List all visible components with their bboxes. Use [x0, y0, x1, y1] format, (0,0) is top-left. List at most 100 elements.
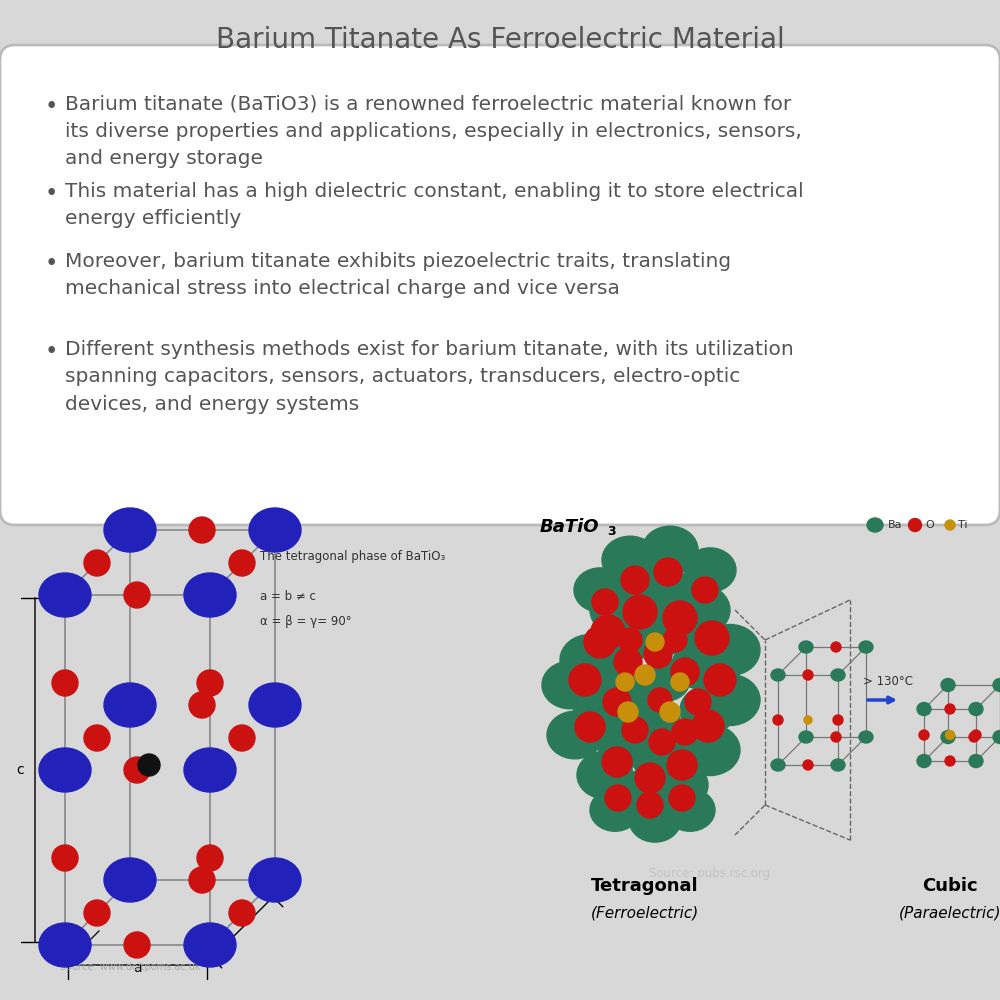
Ellipse shape: [941, 678, 955, 692]
Ellipse shape: [831, 669, 845, 681]
Ellipse shape: [665, 789, 715, 831]
Ellipse shape: [39, 923, 91, 967]
Ellipse shape: [859, 641, 873, 653]
Ellipse shape: [804, 716, 812, 724]
Ellipse shape: [644, 640, 672, 668]
Ellipse shape: [573, 692, 627, 738]
Ellipse shape: [124, 932, 150, 958]
Ellipse shape: [547, 711, 603, 759]
Ellipse shape: [993, 678, 1000, 692]
Ellipse shape: [667, 750, 697, 780]
Ellipse shape: [84, 725, 110, 751]
Ellipse shape: [672, 641, 728, 689]
Ellipse shape: [803, 670, 813, 680]
Text: c: c: [16, 763, 24, 777]
Ellipse shape: [630, 699, 680, 741]
Text: (Paraelectric): (Paraelectric): [899, 905, 1000, 920]
Ellipse shape: [803, 760, 813, 770]
Ellipse shape: [84, 900, 110, 926]
Ellipse shape: [587, 651, 643, 699]
Ellipse shape: [654, 558, 682, 586]
Ellipse shape: [197, 845, 223, 871]
Ellipse shape: [590, 584, 650, 636]
Text: Moreover, barium titanate exhibits piezoelectric traits, translating
mechanical : Moreover, barium titanate exhibits piezo…: [65, 252, 731, 298]
Text: α = β = γ= 90°: α = β = γ= 90°: [260, 615, 352, 628]
Ellipse shape: [229, 900, 255, 926]
Ellipse shape: [581, 627, 635, 673]
Text: BaTiO: BaTiO: [540, 518, 600, 536]
Text: Tetragonal: Tetragonal: [591, 877, 699, 895]
Text: •: •: [45, 340, 58, 363]
Ellipse shape: [919, 730, 929, 740]
Ellipse shape: [646, 633, 664, 651]
Ellipse shape: [138, 754, 160, 776]
Text: Barium titanate (BaTiO3) is a renowned ferroelectric material known for
its dive: Barium titanate (BaTiO3) is a renowned f…: [65, 95, 802, 168]
Text: O: O: [925, 520, 934, 530]
Ellipse shape: [669, 785, 695, 811]
Ellipse shape: [642, 606, 698, 654]
Ellipse shape: [184, 748, 236, 792]
Ellipse shape: [945, 704, 955, 714]
Text: Barium Titanate As Ferroelectric Material: Barium Titanate As Ferroelectric Materia…: [216, 26, 784, 54]
Text: Ti: Ti: [958, 520, 968, 530]
Ellipse shape: [602, 536, 658, 584]
Ellipse shape: [908, 518, 922, 532]
Ellipse shape: [189, 517, 215, 543]
Ellipse shape: [606, 670, 654, 710]
Ellipse shape: [692, 577, 718, 603]
Ellipse shape: [104, 683, 156, 727]
Ellipse shape: [671, 658, 699, 686]
Text: •: •: [45, 95, 58, 118]
Ellipse shape: [941, 730, 955, 744]
Ellipse shape: [692, 710, 724, 742]
Ellipse shape: [39, 573, 91, 617]
Text: > 130°C: > 130°C: [863, 675, 913, 688]
Ellipse shape: [799, 641, 813, 653]
Ellipse shape: [642, 526, 698, 574]
Ellipse shape: [684, 548, 736, 592]
Ellipse shape: [249, 683, 301, 727]
Ellipse shape: [184, 923, 236, 967]
Text: 3: 3: [607, 525, 616, 538]
Ellipse shape: [663, 601, 697, 635]
Text: a = b ≠ c: a = b ≠ c: [260, 590, 316, 603]
Ellipse shape: [799, 731, 813, 743]
Text: (Ferroelectric): (Ferroelectric): [591, 905, 699, 920]
Text: Ba: Ba: [888, 520, 902, 530]
Ellipse shape: [189, 692, 215, 718]
Ellipse shape: [184, 573, 236, 617]
Text: This material has a high dielectric constant, enabling it to store electrical
en: This material has a high dielectric cons…: [65, 182, 804, 228]
Ellipse shape: [969, 732, 979, 742]
Ellipse shape: [575, 712, 605, 742]
Ellipse shape: [637, 792, 663, 818]
Ellipse shape: [969, 702, 983, 716]
Ellipse shape: [592, 589, 618, 615]
Ellipse shape: [773, 715, 783, 725]
Ellipse shape: [945, 520, 955, 530]
Ellipse shape: [603, 688, 631, 716]
Text: •: •: [45, 252, 58, 275]
Ellipse shape: [623, 595, 657, 629]
Ellipse shape: [917, 702, 931, 716]
Ellipse shape: [993, 730, 1000, 744]
Ellipse shape: [700, 674, 760, 726]
Ellipse shape: [946, 730, 954, 740]
Ellipse shape: [771, 759, 785, 771]
Text: •: •: [45, 182, 58, 205]
Ellipse shape: [663, 628, 687, 652]
Ellipse shape: [618, 628, 642, 652]
Text: The tetragonal phase of BaTiO₃: The tetragonal phase of BaTiO₃: [260, 550, 445, 563]
Ellipse shape: [229, 725, 255, 751]
Ellipse shape: [52, 670, 78, 696]
Ellipse shape: [124, 757, 150, 783]
Text: a: a: [133, 961, 141, 975]
Ellipse shape: [620, 674, 670, 716]
Ellipse shape: [249, 858, 301, 902]
Ellipse shape: [635, 665, 655, 685]
Ellipse shape: [771, 669, 785, 681]
Ellipse shape: [577, 751, 633, 799]
Ellipse shape: [649, 729, 675, 755]
Ellipse shape: [39, 748, 91, 792]
Ellipse shape: [569, 664, 601, 696]
Ellipse shape: [831, 759, 845, 771]
